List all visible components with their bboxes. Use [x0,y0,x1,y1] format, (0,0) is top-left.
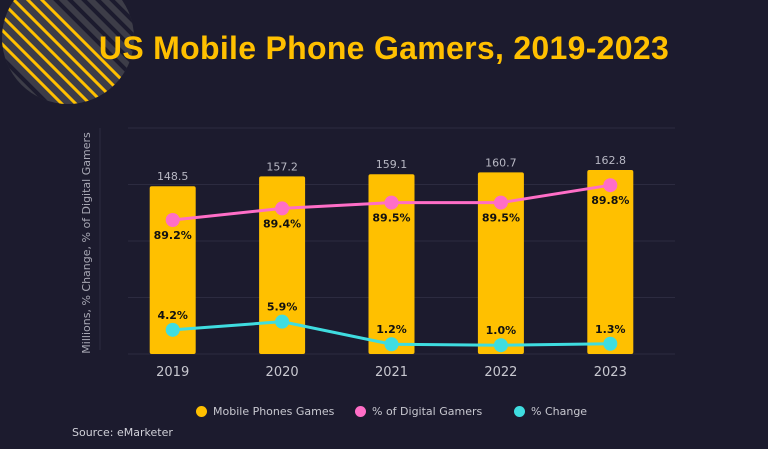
stripe [2,0,114,104]
stripe [28,0,134,104]
stripe [2,0,134,104]
legend-label: Mobile Phones Games [213,405,335,418]
stripe [2,0,134,104]
bar-value-label: 159.1 [376,158,408,171]
stripe [2,0,134,104]
pink-point [384,195,399,210]
x-tick-label: 2021 [375,365,408,380]
pink-data-label: 89.4% [263,217,301,230]
chart-title: US Mobile Phone Gamers, 2019-2023 [98,30,670,66]
legend-swatch-pink [355,406,366,417]
cyan-data-label: 1.2% [376,323,407,336]
source-note: Source: eMarketer [72,426,173,439]
x-tick-label: 2020 [266,365,299,380]
pink-point [603,178,618,193]
legend-label: % of Digital Gamers [372,405,483,418]
bar [149,186,196,354]
cyan-point [275,314,290,329]
bar-value-label: 148.5 [157,170,189,183]
stripe [2,0,100,104]
pink-data-label: 89.8% [591,194,629,207]
cyan-data-label: 1.3% [595,323,626,336]
stripe [14,0,134,104]
bar [587,170,634,354]
bar-value-label: 160.7 [485,156,517,169]
legend-item-pink: % of Digital Gamers [355,405,482,418]
y-axis-label: Millions, % Change, % of Digital Gamers [80,132,93,354]
x-tick-label: 2022 [484,365,517,380]
pink-point [493,195,508,210]
x-tick-label: 2019 [156,365,189,380]
pink-point [165,213,180,227]
x-tick-label: 2023 [594,365,627,380]
legend-swatch-cyan [514,406,525,417]
bar [477,172,524,354]
bar-value-label: 157.2 [266,160,298,173]
cyan-point [493,338,508,353]
cyan-point [603,336,618,351]
legend-swatch-yellow [196,406,207,417]
pink-point [275,201,290,216]
bar [368,174,415,354]
pink-data-label: 89.2% [154,229,192,242]
legend-label: % Change [531,405,588,418]
bar-value-label: 162.8 [595,154,627,167]
stripe [2,0,134,104]
legend-item-cyan: % Change [514,405,587,418]
cyan-data-label: 5.9% [267,301,298,314]
cyan-data-label: 4.2% [157,309,188,322]
cyan-point [384,337,399,352]
bar [259,176,306,354]
cyan-point [165,322,180,337]
legend-item-bars: Mobile Phones Games [196,405,334,418]
cyan-data-label: 1.0% [486,324,517,337]
pink-data-label: 89.5% [372,212,410,225]
pink-data-label: 89.5% [482,212,520,225]
stripe [2,0,128,104]
